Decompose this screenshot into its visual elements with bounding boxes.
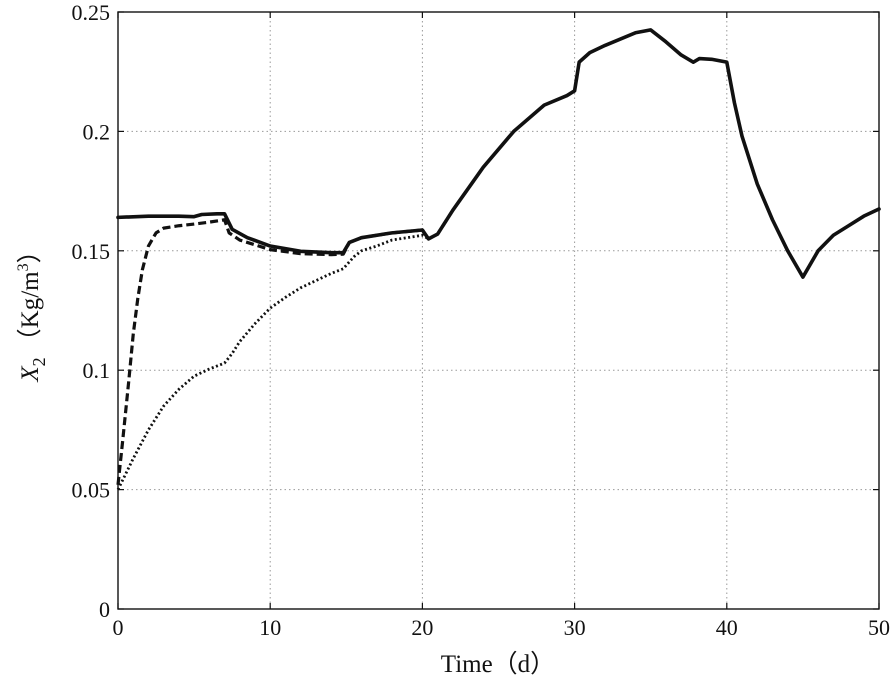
y-axis-subscript: 2: [29, 357, 49, 366]
y-tick-label: 0.05: [72, 478, 111, 503]
y-axis-unit: （Kg/m: [16, 271, 44, 354]
y-axis-superscript: 3: [15, 263, 32, 271]
series-line-solid: [116, 28, 881, 279]
series-line-dashed: [116, 166, 485, 485]
grid-lines: [118, 12, 879, 609]
x-tick-label: 10: [259, 615, 281, 640]
plot-frame: [117, 11, 880, 610]
x-tick-label: 40: [716, 615, 738, 640]
x-tick-label: 30: [564, 615, 586, 640]
y-tick-label: 0.25: [72, 0, 111, 25]
y-axis-symbol: X: [17, 365, 44, 383]
x-axis-label: Time（d）: [441, 650, 555, 678]
y-axis-label: X2 （Kg/m3）: [15, 238, 49, 382]
y-tick-label: 0: [99, 597, 110, 622]
x-tick-label: 20: [411, 615, 433, 640]
tick-labels: 0 10 20 30 40 50 0 0.05 0.1 0.15 0.2 0.25: [72, 0, 891, 640]
series-line-dotted: [116, 166, 485, 491]
x-tick-label: 0: [113, 615, 124, 640]
y-tick-label: 0.1: [83, 358, 111, 383]
y-tick-label: 0.15: [72, 239, 111, 264]
series-lines: [116, 28, 881, 491]
y-tick-label: 0.2: [83, 119, 111, 144]
axis-ticks: [117, 11, 880, 610]
x-tick-label: 50: [868, 615, 890, 640]
y-axis-unit-close: ）: [16, 238, 44, 263]
